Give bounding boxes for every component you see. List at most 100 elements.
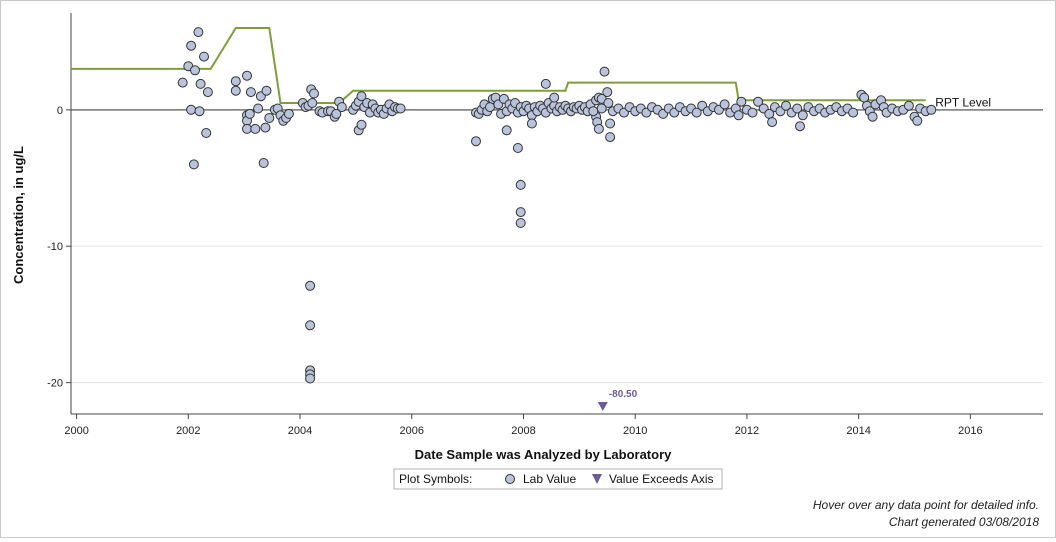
lab-value-point <box>258 158 269 168</box>
lab-value-point <box>261 85 272 96</box>
lab-value-point <box>605 118 616 129</box>
lab-value-point <box>867 111 878 122</box>
lab-value-point <box>512 143 523 153</box>
x-tick-label: 2006 <box>400 425 424 437</box>
lab-value-point <box>177 77 188 88</box>
grid-layer <box>71 108 1043 384</box>
exceed-layer: -80.50 <box>597 389 638 411</box>
x-axis-title: Date Sample was Analyzed by Laboratory <box>415 447 672 462</box>
lab-value-point <box>305 373 316 384</box>
lab-value-point <box>593 123 604 134</box>
lab-value-point <box>691 107 702 118</box>
x-tick-label: 2010 <box>623 425 647 437</box>
legend-title: Plot Symbols: <box>399 472 472 486</box>
legend-frame <box>393 468 723 490</box>
points-layer <box>177 27 937 384</box>
lab-value-point <box>264 113 275 123</box>
lab-value-point <box>733 110 744 121</box>
lab-value-point <box>747 107 758 118</box>
hover-hint: Hover over any data point for detailed i… <box>812 498 1039 512</box>
exceeds-axis-marker <box>597 402 608 411</box>
rpt-layer: RPT Level <box>71 27 991 110</box>
lab-value-point <box>736 96 747 107</box>
lab-value-point <box>309 88 319 99</box>
lab-value-point <box>253 103 264 114</box>
rpt-level-line <box>71 27 926 104</box>
legend-exceed-label: Value Exceeds Axis <box>609 472 714 486</box>
x-tick-label: 2008 <box>511 425 535 437</box>
lab-value-point <box>331 108 342 119</box>
x-tick-label: 2000 <box>64 425 88 437</box>
y-tick-label: -20 <box>47 378 63 390</box>
lab-value-point <box>336 102 347 113</box>
lab-value-point <box>245 87 256 98</box>
lab-value-point <box>515 218 526 228</box>
lab-value-point <box>283 108 294 119</box>
axis-layer: -20 -10 0 2000 2002 2004 2006 2008 2010 2012 2014 2… <box>47 13 1043 437</box>
lab-value-point <box>501 125 512 136</box>
lab-value-point <box>515 207 526 218</box>
lab-value-point <box>356 91 367 102</box>
lab-value-point <box>201 128 212 138</box>
lab-value-point <box>199 51 209 62</box>
lab-value-point <box>471 136 481 147</box>
lab-value-point <box>194 106 205 117</box>
lab-value-point <box>195 78 206 89</box>
lab-value-point <box>186 104 197 115</box>
lab-value-point <box>753 96 764 107</box>
lab-value-point <box>912 115 923 126</box>
lab-value-point <box>190 65 200 76</box>
lab-value-point <box>588 106 599 117</box>
lab-value-point <box>526 118 537 129</box>
lab-value-point <box>848 107 859 118</box>
lab-value-point <box>596 103 607 114</box>
lab-value-point <box>603 98 614 108</box>
lab-value-point <box>244 108 255 119</box>
exceeds-axis-value-label: -80.50 <box>609 389 638 400</box>
lab-value-point <box>903 100 914 111</box>
lab-value-point <box>307 98 318 108</box>
x-tick-label: 2004 <box>288 425 312 437</box>
lab-value-point <box>926 104 937 115</box>
legend-box: Plot Symbols: Lab Value Value Exceeds Ax… <box>393 468 723 490</box>
lab-value-point <box>230 85 241 96</box>
lab-value-point <box>795 121 805 132</box>
lab-value-point <box>242 70 252 81</box>
y-tick-label: 0 <box>57 105 63 117</box>
legend-exceed-symbol <box>592 474 602 484</box>
x-tick-label: 2012 <box>735 425 759 437</box>
lab-value-point <box>605 132 616 143</box>
lab-value-point <box>202 87 213 98</box>
lab-value-point <box>242 123 252 134</box>
lab-value-point <box>515 179 526 190</box>
lab-value-point <box>719 99 730 110</box>
lab-value-point <box>260 122 271 133</box>
lab-value-point <box>540 78 551 89</box>
lab-value-point <box>395 103 406 114</box>
lab-value-point <box>767 117 778 128</box>
lab-value-point <box>485 102 495 113</box>
lab-value-point <box>186 40 197 51</box>
y-axis-title: Concentration, in ug/L <box>11 146 26 284</box>
lab-value-point <box>549 92 560 103</box>
x-tick-label: 2014 <box>846 425 870 437</box>
lab-value-point <box>188 159 199 170</box>
generated-date: Chart generated 03/08/2018 <box>888 515 1039 529</box>
legend-lab-value-label: Lab Value <box>523 472 576 486</box>
lab-value-point <box>230 76 241 87</box>
x-tick-label: 2016 <box>958 425 982 437</box>
lab-value-point <box>792 103 803 114</box>
x-tick-label: 2002 <box>176 425 200 437</box>
lab-value-point <box>305 280 316 291</box>
y-tick-label: -10 <box>47 241 63 253</box>
lab-value-point <box>193 27 204 38</box>
rpt-level-label: RPT Level <box>935 96 991 110</box>
lab-value-point <box>599 66 610 77</box>
lab-value-point <box>305 320 316 331</box>
lab-value-point <box>797 110 808 121</box>
lab-value-point <box>781 100 791 111</box>
lab-value-point <box>356 119 367 130</box>
lab-value-point <box>602 87 613 98</box>
